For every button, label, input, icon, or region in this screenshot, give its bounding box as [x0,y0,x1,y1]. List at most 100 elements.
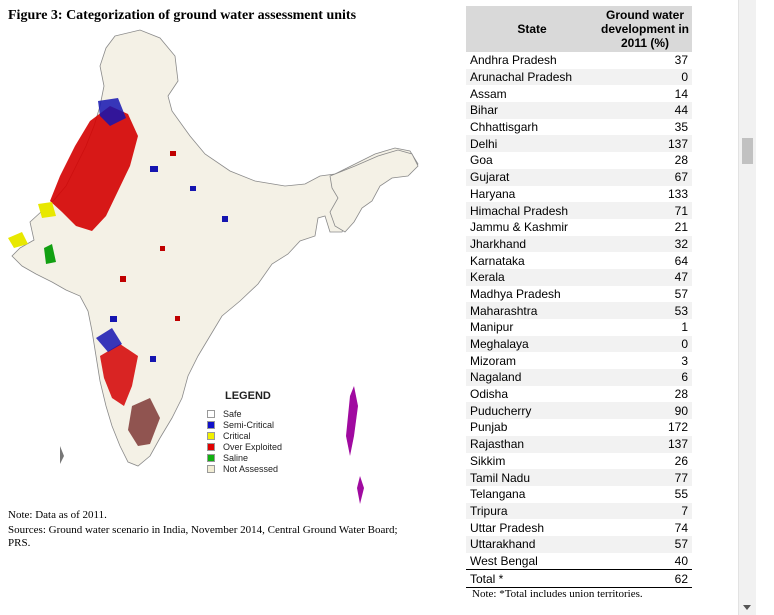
table-row: Sikkim 26 [466,453,692,470]
vertical-scrollbar[interactable] [738,0,756,615]
legend-label-over-exploited: Over Exploited [223,441,283,452]
value-cell: 28 [674,387,688,402]
table-row: Chhattisgarh 35 [466,119,692,136]
note-sources: Sources: Ground water scenario in India,… [8,524,398,549]
state-cell: Meghalaya [466,335,598,353]
state-cell: Nagaland [466,369,598,386]
state-cell: Gujarat [466,168,598,186]
table-body: Andhra Pradesh 37 Arunachal Pradesh 0 Assam 1… [466,52,692,588]
india-map [0,26,440,506]
table-row: Karnataka 64 [466,252,692,269]
state-cell: Telangana [470,487,526,502]
figure-notes: Note: Data as of 2011. Sources: Ground w… [8,509,408,550]
legend-swatch-critical [207,431,215,440]
value-cell: 28 [674,153,688,168]
table-row: Nagaland 6 [466,369,692,386]
table-row: Arunachal Pradesh 0 [466,68,692,86]
legend-label-critical: Critical [223,430,251,441]
table-row: Telangana 55 [466,486,692,503]
legend-swatch-over-exploited [207,442,215,451]
state-cell: Uttar Pradesh [470,520,545,535]
state-cell: Uttarakhand [466,535,598,553]
value-cell: 0 [598,335,692,353]
table-row: Andhra Pradesh 37 [466,52,692,69]
table-row: Uttar Pradesh 74 [466,519,692,536]
value-cell: 44 [598,102,692,119]
nw-over-exploited-region [50,106,138,231]
state-cell: Tamil Nadu [466,469,598,486]
table-row: Madhya Pradesh 57 [466,286,692,303]
table-row: Puducherry 90 [466,402,692,420]
value-cell: 55 [674,487,688,502]
value-cell: 53 [598,302,692,319]
value-cell: 3 [681,353,688,368]
legend-swatch-saline [207,453,215,462]
state-cell: Arunachal Pradesh [466,68,598,86]
legend-label-semi-critical: Semi-Critical [223,419,275,430]
table-row: Uttarakhand 57 [466,535,692,553]
table-row: Mizoram 3 [466,352,692,369]
scroll-down-arrow-icon[interactable] [743,605,751,610]
legend-item-safe: Safe [207,408,282,419]
table-row: Delhi 137 [466,135,692,153]
legend-item-semi-critical: Semi-Critical [207,419,282,430]
value-cell: 137 [598,435,692,453]
nw-semi-critical-region [98,98,126,126]
legend-item-over-exploited: Over Exploited [207,441,282,452]
table-row: Himachal Pradesh 71 [466,202,692,219]
legend-item-critical: Critical [207,430,282,441]
table-header-row: State Ground water development in 2011 (… [466,6,692,52]
value-cell: 6 [598,369,692,386]
legend-swatch-safe [207,409,215,418]
total-label-cell: Total * [466,569,598,588]
table-row: Goa 28 [466,152,692,169]
legend-item-not-assessed: Not Assessed [207,463,282,474]
table-row: Kerala 47 [466,268,692,286]
legend-swatch-not-assessed [207,464,215,473]
value-cell: 172 [667,420,688,435]
table-row: Tamil Nadu 77 [466,469,692,486]
state-cell: Jharkhand [466,235,598,253]
table-row: West Bengal 40 [466,553,692,570]
scrollbar-thumb[interactable] [742,138,753,164]
state-cell: Manipur [470,320,514,335]
value-cell: 35 [674,120,688,135]
table-row: Tripura 7 [466,502,692,520]
table-header-state: State [466,6,598,52]
legend-title: LEGEND [225,390,271,402]
state-cell: Karnataka [470,253,525,268]
value-cell: 64 [674,253,688,268]
state-cell: Maharashtra [466,302,598,319]
table-note: Note: *Total includes union territories. [472,588,643,600]
figure-title: Figure 3: Categorization of ground water… [8,8,357,23]
table-row: Punjab 172 [466,419,692,436]
state-cell: Haryana [470,186,516,201]
value-cell: 77 [598,469,692,486]
state-cell: Jammu & Kashmir [470,220,569,235]
map-legend: LEGEND Safe Semi-Critical Critical Over … [207,390,282,474]
lakshadweep-islands [60,446,64,464]
scattered-over-exploited-units [120,151,180,321]
legend-item-saline: Saline [207,452,282,463]
value-cell: 67 [598,168,692,186]
state-cell: Odisha [470,387,509,402]
south-over-exploited-region [100,344,138,406]
legend-swatch-semi-critical [207,420,215,429]
total-value-cell: 62 [598,569,692,588]
state-cell: Punjab [470,420,508,435]
value-cell: 26 [674,453,688,468]
table-header-value: Ground water development in 2011 (%) [598,6,692,52]
table-total-row: Total * 62 [466,569,692,588]
value-cell: 57 [674,286,688,301]
state-cell: Rajasthan [466,435,598,453]
south-semi-critical-region [96,328,122,352]
value-cell: 21 [674,220,688,235]
nw-critical-patch [38,202,56,218]
table-row: Jharkhand 32 [466,235,692,253]
state-cell: Sikkim [470,453,506,468]
value-cell: 32 [598,235,692,253]
state-cell: West Bengal [470,553,538,568]
table-row: Maharashtra 53 [466,302,692,319]
state-cell: Goa [470,153,493,168]
value-cell: 74 [674,520,688,535]
